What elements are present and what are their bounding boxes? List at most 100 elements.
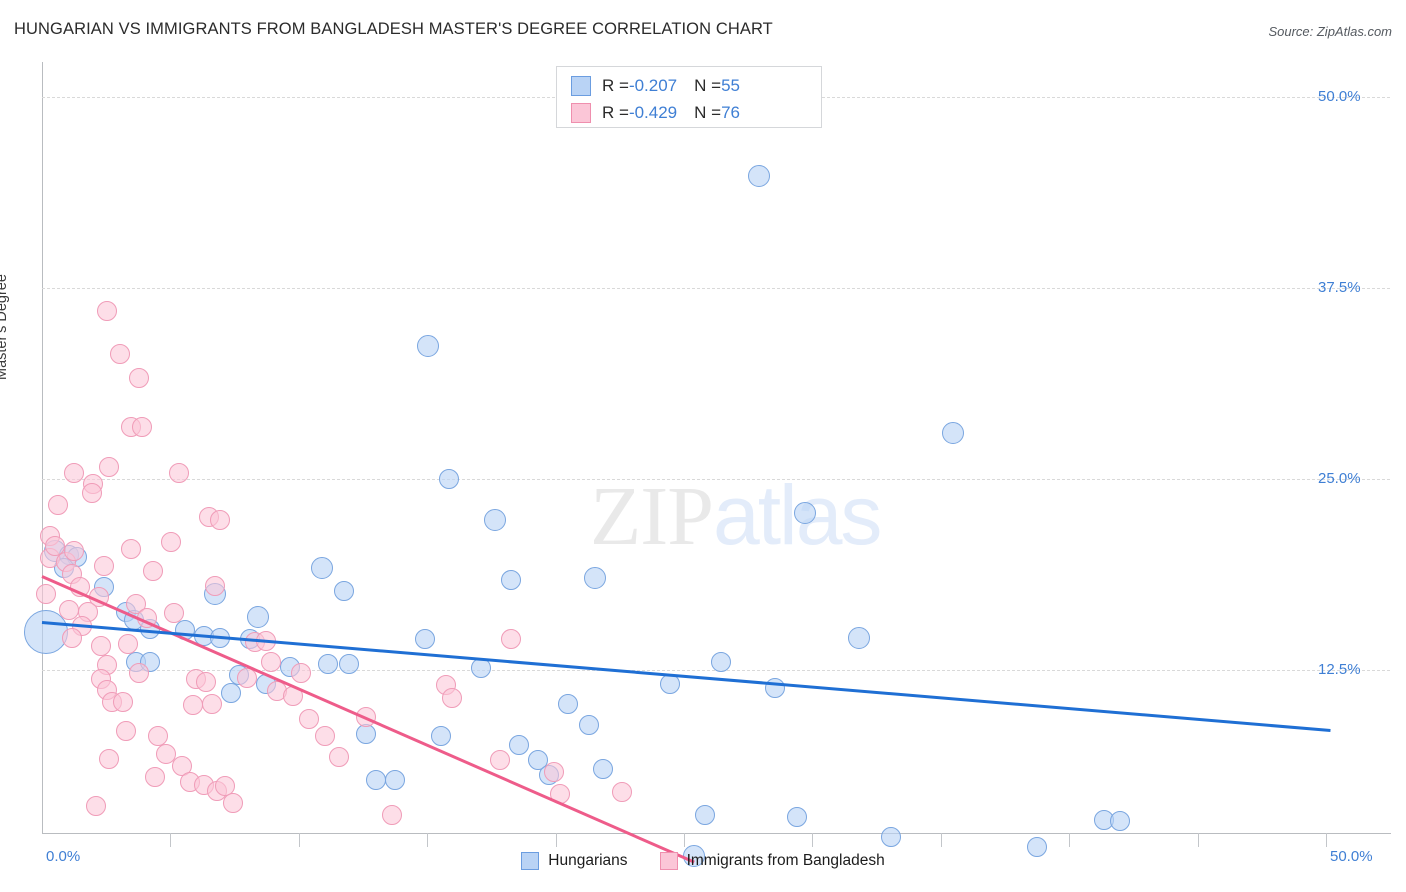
data-point[interactable] bbox=[112, 692, 133, 713]
data-point[interactable] bbox=[182, 695, 203, 716]
data-point[interactable] bbox=[145, 766, 166, 787]
data-point[interactable] bbox=[847, 626, 870, 649]
data-point[interactable] bbox=[385, 770, 406, 791]
data-point[interactable] bbox=[246, 605, 269, 628]
x-axis-label-max: 50.0% bbox=[1330, 848, 1373, 865]
legend-r-label-2: R = bbox=[602, 103, 629, 122]
data-point[interactable] bbox=[431, 725, 451, 746]
data-point[interactable] bbox=[501, 569, 522, 590]
data-point[interactable] bbox=[64, 540, 85, 561]
data-point[interactable] bbox=[490, 750, 511, 771]
data-point[interactable] bbox=[333, 580, 354, 601]
data-point[interactable] bbox=[317, 653, 338, 674]
data-point[interactable] bbox=[942, 422, 965, 445]
data-point[interactable] bbox=[142, 560, 163, 581]
data-point[interactable] bbox=[223, 792, 244, 813]
data-point[interactable] bbox=[161, 531, 182, 552]
data-point[interactable] bbox=[328, 747, 349, 768]
data-point[interactable] bbox=[416, 335, 439, 358]
data-point[interactable] bbox=[99, 456, 120, 477]
data-point[interactable] bbox=[88, 586, 109, 607]
data-point[interactable] bbox=[355, 724, 376, 745]
data-point[interactable] bbox=[137, 608, 158, 629]
data-point[interactable] bbox=[414, 629, 435, 650]
data-point[interactable] bbox=[69, 577, 90, 598]
data-point[interactable] bbox=[91, 635, 112, 656]
data-point[interactable] bbox=[290, 663, 311, 684]
data-point[interactable] bbox=[366, 770, 387, 791]
data-point[interactable] bbox=[441, 687, 462, 708]
data-point[interactable] bbox=[94, 556, 114, 577]
data-point[interactable] bbox=[58, 600, 79, 621]
data-point[interactable] bbox=[483, 509, 506, 532]
data-point[interactable] bbox=[695, 805, 716, 826]
data-point[interactable] bbox=[282, 685, 303, 706]
data-point[interactable] bbox=[255, 630, 276, 651]
data-point[interactable] bbox=[120, 539, 141, 560]
data-point[interactable] bbox=[96, 300, 117, 321]
data-point[interactable] bbox=[611, 782, 632, 803]
data-point[interactable] bbox=[118, 634, 139, 655]
data-point[interactable] bbox=[683, 845, 706, 868]
data-point[interactable] bbox=[471, 658, 492, 679]
data-point[interactable] bbox=[439, 469, 460, 489]
data-point[interactable] bbox=[36, 583, 57, 604]
data-point[interactable] bbox=[85, 795, 106, 816]
data-point[interactable] bbox=[1110, 811, 1131, 832]
data-point[interactable] bbox=[298, 708, 319, 729]
data-point[interactable] bbox=[786, 806, 807, 827]
data-point[interactable] bbox=[793, 501, 816, 524]
data-point[interactable] bbox=[131, 417, 152, 438]
data-point[interactable] bbox=[129, 368, 150, 389]
data-point[interactable] bbox=[765, 678, 786, 699]
data-point[interactable] bbox=[748, 165, 771, 188]
data-point[interactable] bbox=[311, 556, 334, 579]
data-point[interactable] bbox=[201, 693, 222, 714]
data-point[interactable] bbox=[220, 682, 241, 703]
series-legend-item-hungarians[interactable]: Hungarians bbox=[521, 852, 628, 870]
data-point[interactable] bbox=[579, 715, 600, 735]
data-point[interactable] bbox=[501, 629, 522, 650]
data-point[interactable] bbox=[64, 462, 85, 483]
data-point[interactable] bbox=[509, 734, 530, 755]
x-axis-tick-7 bbox=[1069, 833, 1071, 847]
data-point[interactable] bbox=[557, 693, 578, 714]
data-point[interactable] bbox=[24, 609, 69, 654]
data-point[interactable] bbox=[711, 652, 732, 673]
data-point[interactable] bbox=[315, 725, 336, 746]
data-point[interactable] bbox=[544, 762, 565, 783]
data-point[interactable] bbox=[61, 627, 82, 648]
y-axis-label-3: 50.0% bbox=[1318, 88, 1361, 105]
data-point[interactable] bbox=[261, 652, 282, 673]
x-axis-line bbox=[42, 833, 1391, 834]
data-point[interactable] bbox=[339, 653, 360, 674]
data-point[interactable] bbox=[115, 721, 136, 742]
data-point[interactable] bbox=[129, 663, 150, 684]
data-point[interactable] bbox=[196, 672, 217, 693]
data-point[interactable] bbox=[81, 482, 102, 503]
data-point[interactable] bbox=[881, 826, 902, 847]
data-point[interactable] bbox=[204, 575, 225, 596]
data-point[interactable] bbox=[382, 805, 403, 826]
data-point[interactable] bbox=[156, 744, 177, 765]
data-point[interactable] bbox=[164, 603, 185, 624]
data-point[interactable] bbox=[583, 567, 606, 590]
data-point[interactable] bbox=[110, 343, 131, 364]
data-point[interactable] bbox=[528, 750, 549, 771]
series-legend-item-bangladesh[interactable]: Immigrants from Bangladesh bbox=[659, 852, 885, 870]
data-point[interactable] bbox=[660, 673, 681, 694]
data-point[interactable] bbox=[549, 783, 570, 804]
x-axis-tick-5 bbox=[812, 833, 814, 847]
data-point[interactable] bbox=[147, 725, 168, 746]
data-point[interactable] bbox=[209, 627, 230, 648]
data-point[interactable] bbox=[236, 667, 257, 688]
data-point[interactable] bbox=[48, 494, 69, 515]
data-point[interactable] bbox=[1026, 837, 1047, 858]
legend-r-value-2: -0.429 bbox=[628, 103, 678, 122]
x-axis-tick-3 bbox=[555, 833, 557, 847]
data-point[interactable] bbox=[209, 510, 230, 531]
data-point[interactable] bbox=[355, 707, 376, 728]
data-point[interactable] bbox=[169, 462, 190, 483]
data-point[interactable] bbox=[99, 748, 120, 769]
data-point[interactable] bbox=[592, 759, 613, 780]
